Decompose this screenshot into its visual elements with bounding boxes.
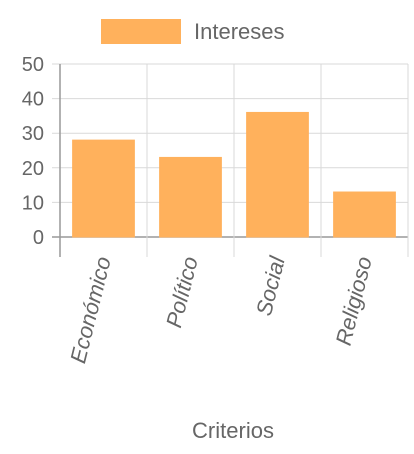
legend-swatch — [99, 17, 183, 46]
legend-label: Intereses — [194, 19, 285, 44]
x-tick-label: Económico — [65, 254, 116, 366]
x-tick-label: Político — [161, 254, 203, 330]
x-tick-label: Religioso — [331, 254, 377, 348]
chart-legend[interactable]: Intereses — [99, 17, 285, 46]
bars — [72, 111, 396, 238]
y-axis-ticks: 0 10 20 30 40 50 — [22, 54, 44, 249]
x-axis-ticks: Económico Político Social Religioso — [65, 253, 377, 366]
bar-económico[interactable] — [72, 139, 135, 238]
x-tick-label: Social — [251, 253, 290, 318]
y-tick-label: 0 — [33, 227, 44, 249]
bar-religioso[interactable] — [333, 191, 396, 238]
y-tick-label: 50 — [22, 54, 44, 76]
x-axis-title: Criterios — [192, 418, 274, 443]
y-tick-label: 30 — [22, 123, 44, 145]
y-tick-label: 20 — [22, 158, 44, 180]
bar-social[interactable] — [246, 111, 309, 238]
bar-político[interactable] — [159, 156, 222, 238]
y-tick-label: 10 — [22, 192, 44, 214]
y-tick-label: 40 — [22, 89, 44, 111]
